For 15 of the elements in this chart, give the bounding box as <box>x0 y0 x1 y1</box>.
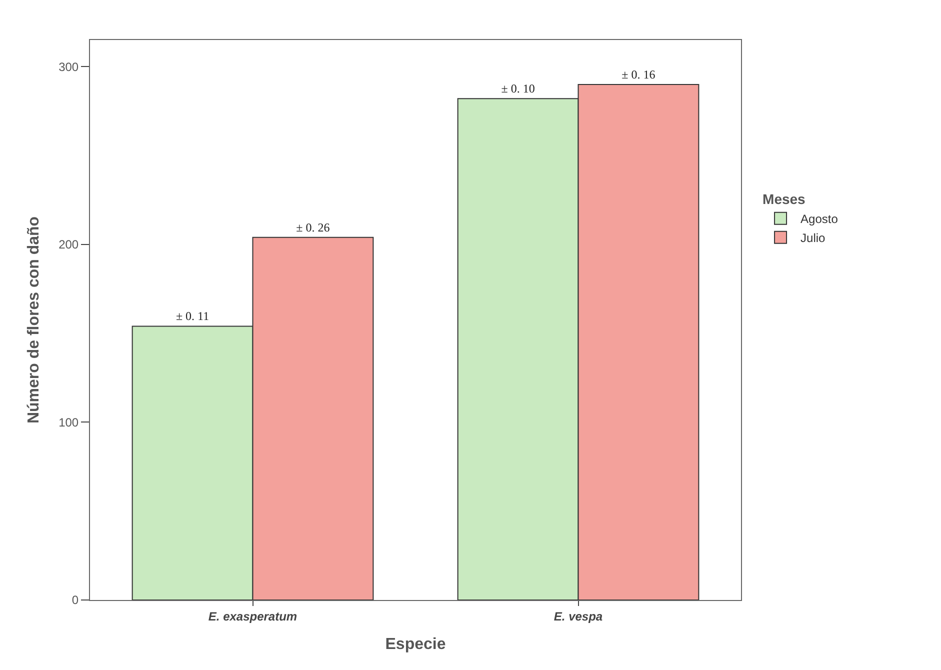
y-axis-title: Número de flores con daño <box>25 216 42 424</box>
y-tick-label: 0 <box>72 593 79 608</box>
y-tick-label: 300 <box>58 60 79 74</box>
y-tick-label: 200 <box>58 238 79 252</box>
x-axis-title: Especie <box>385 636 446 654</box>
y-tick-label: 100 <box>58 415 79 430</box>
legend-label: Julio <box>800 231 826 246</box>
legend-title: Meses <box>762 190 806 207</box>
data-label: ± 0. 11 <box>176 309 210 324</box>
x-tick-label: E. vespa <box>554 609 603 624</box>
x-tick-label: E. exasperatum <box>208 609 298 624</box>
data-label: ± 0. 10 <box>501 82 535 96</box>
legend-label: Agosto <box>800 212 838 226</box>
data-label: ± 0. 26 <box>296 220 330 234</box>
data-label: ± 0. 16 <box>622 67 656 82</box>
